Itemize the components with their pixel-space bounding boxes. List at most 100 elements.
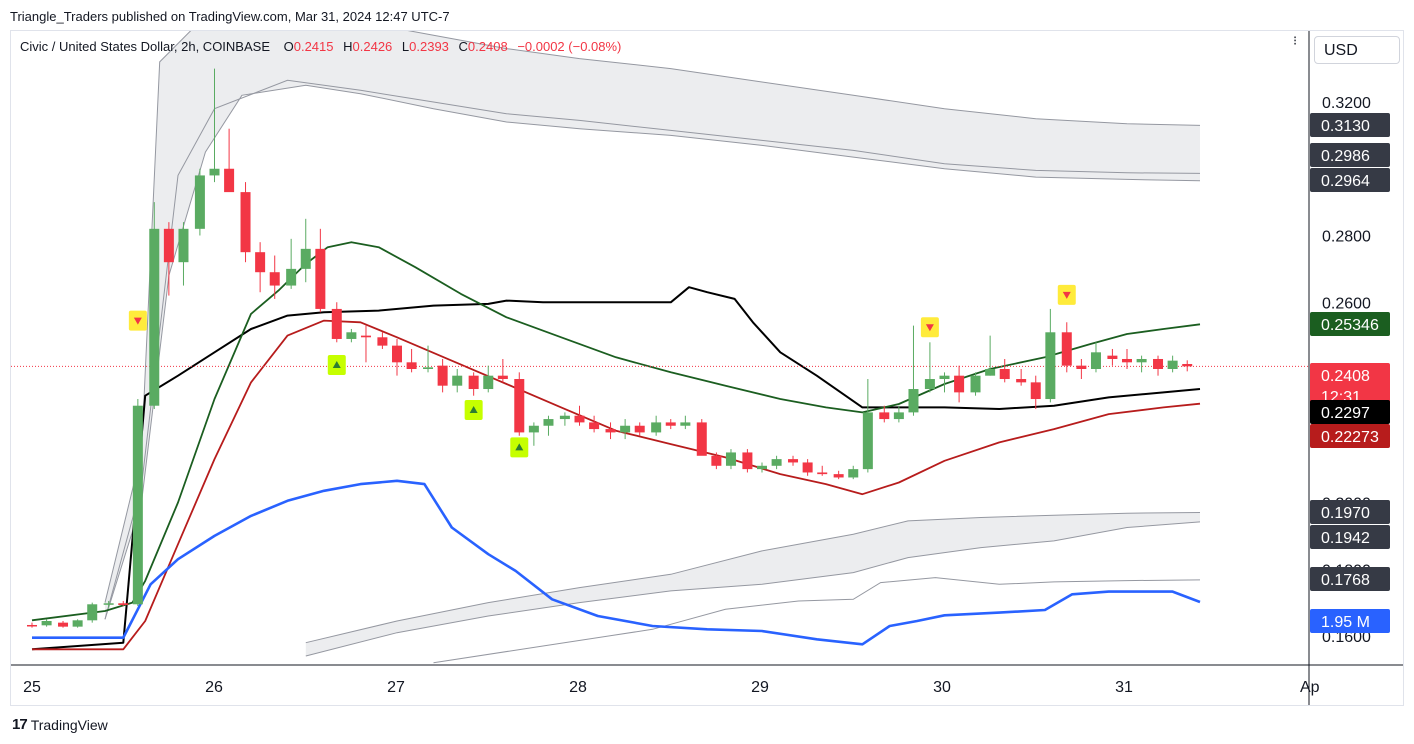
y-tick-label: 0.1600 (1322, 629, 1371, 646)
y-tick-label: 0.3200 (1322, 95, 1371, 112)
candle-body (528, 425, 539, 433)
candle-body (665, 422, 676, 426)
candle-body (939, 375, 950, 380)
candle-body (543, 419, 554, 426)
candle (1076, 358, 1087, 380)
price-badge-value: 0.2297 (1321, 405, 1370, 422)
candle-body (483, 375, 494, 390)
price-badge-value: 0.1970 (1321, 505, 1370, 522)
candle (87, 602, 98, 623)
candle (423, 345, 434, 373)
price-badge: 0.1768 (1310, 567, 1390, 591)
candle-body (437, 365, 448, 386)
band-line-lower_outer (305, 521, 1201, 657)
candle (58, 620, 69, 628)
x-tick-label: Ap (1300, 679, 1320, 696)
x-tick-label: 30 (933, 679, 951, 696)
candle (392, 338, 402, 376)
currency-button[interactable]: USD (1314, 36, 1400, 64)
candle (1090, 342, 1101, 373)
candle-body (118, 603, 129, 605)
price-badge-bg (1310, 113, 1390, 137)
candle-body (680, 422, 691, 426)
candles-layer (27, 68, 1193, 628)
band-line-upper_inner (104, 79, 1201, 620)
candle (605, 422, 616, 440)
band-line-upper_mid (104, 84, 1201, 620)
candle-body (788, 459, 799, 463)
price-badges-layer: 0.31300.29860.29640.253460.240812:310.22… (1310, 113, 1390, 633)
candle (1030, 375, 1041, 410)
candle-body (41, 620, 52, 626)
price-badge-value: 0.2964 (1321, 173, 1370, 190)
red-line (32, 319, 1201, 651)
price-badge-value: 0.1768 (1321, 572, 1370, 589)
candle-body (194, 175, 205, 229)
candle (1045, 308, 1056, 403)
price-badge-value: 0.22273 (1321, 429, 1379, 446)
candle-body (574, 415, 585, 423)
indicator-lines-layer (11, 241, 1308, 651)
candle (514, 372, 525, 436)
blue-line (32, 479, 1201, 646)
price-badge-value: 0.3130 (1321, 118, 1370, 135)
candle (999, 358, 1010, 383)
price-badge-bg (1310, 312, 1390, 336)
candle-body (132, 405, 143, 605)
candle-body (27, 624, 37, 627)
candle (543, 415, 554, 436)
candle (286, 238, 297, 289)
candle-body (240, 192, 251, 253)
candle-body (468, 375, 479, 390)
candle (848, 465, 859, 480)
candle (1153, 355, 1164, 376)
candle (908, 325, 919, 416)
candle-body (392, 345, 402, 363)
candle (1122, 348, 1132, 369)
candle-body (224, 168, 235, 193)
candle-body (1153, 358, 1164, 369)
candle-body (423, 367, 434, 369)
candle (817, 465, 828, 476)
high-value: 0.2426 (352, 39, 393, 54)
candle (163, 222, 174, 296)
candle-body (1136, 358, 1147, 363)
candle-body (72, 620, 83, 627)
candle-body (771, 459, 782, 466)
candle (757, 462, 767, 473)
arrow-up-icon (332, 360, 341, 368)
candle (879, 405, 890, 423)
candle (1016, 369, 1027, 386)
price-badge: 0.1970 (1310, 500, 1390, 524)
candle (954, 365, 965, 403)
price-badge: 1.95 M (1310, 609, 1390, 633)
candle-body (452, 375, 463, 386)
candle-body (802, 462, 813, 473)
price-badge: 0.2964 (1310, 168, 1390, 192)
candle-body (58, 622, 69, 627)
candle-body (1182, 363, 1193, 367)
candle-body (1076, 365, 1087, 369)
candle (360, 325, 371, 363)
arrow-up-icon (515, 443, 524, 451)
candle-body (209, 168, 220, 176)
candle (346, 328, 357, 343)
candle-body (711, 455, 722, 466)
price-badge-bg (1310, 168, 1390, 192)
candle (315, 228, 326, 313)
candle (103, 600, 114, 608)
candle-body (634, 425, 645, 433)
x-tick-label: 31 (1115, 679, 1133, 696)
more-options-icon[interactable]: ⁝ (1293, 33, 1298, 48)
price-badge: 0.2986 (1310, 143, 1390, 167)
candle (240, 182, 251, 263)
lower-band-fill (305, 512, 1200, 656)
candle-body (848, 469, 859, 478)
candle-body (346, 332, 357, 339)
candle (1136, 355, 1147, 373)
candle-body (255, 252, 266, 273)
candle (634, 422, 645, 436)
price-badge-bg (1310, 424, 1390, 448)
candle (27, 622, 37, 628)
